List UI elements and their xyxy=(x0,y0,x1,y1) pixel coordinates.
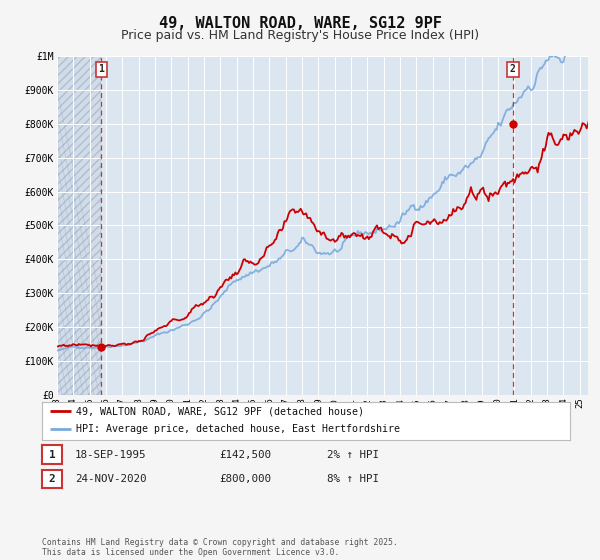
Text: 2: 2 xyxy=(49,474,55,484)
Bar xyxy=(57,56,101,395)
Text: 1: 1 xyxy=(98,64,104,74)
Text: £142,500: £142,500 xyxy=(219,450,271,460)
Text: HPI: Average price, detached house, East Hertfordshire: HPI: Average price, detached house, East… xyxy=(76,424,400,434)
Text: 49, WALTON ROAD, WARE, SG12 9PF (detached house): 49, WALTON ROAD, WARE, SG12 9PF (detache… xyxy=(76,406,364,416)
Text: 49, WALTON ROAD, WARE, SG12 9PF: 49, WALTON ROAD, WARE, SG12 9PF xyxy=(158,16,442,31)
Text: 8% ↑ HPI: 8% ↑ HPI xyxy=(327,474,379,484)
Bar xyxy=(57,56,101,395)
Text: 24-NOV-2020: 24-NOV-2020 xyxy=(75,474,146,484)
Text: £800,000: £800,000 xyxy=(219,474,271,484)
Text: 2% ↑ HPI: 2% ↑ HPI xyxy=(327,450,379,460)
Text: 1: 1 xyxy=(49,450,55,460)
Text: 18-SEP-1995: 18-SEP-1995 xyxy=(75,450,146,460)
Text: Contains HM Land Registry data © Crown copyright and database right 2025.
This d: Contains HM Land Registry data © Crown c… xyxy=(42,538,398,557)
Text: 2: 2 xyxy=(510,64,516,74)
Text: Price paid vs. HM Land Registry's House Price Index (HPI): Price paid vs. HM Land Registry's House … xyxy=(121,29,479,42)
